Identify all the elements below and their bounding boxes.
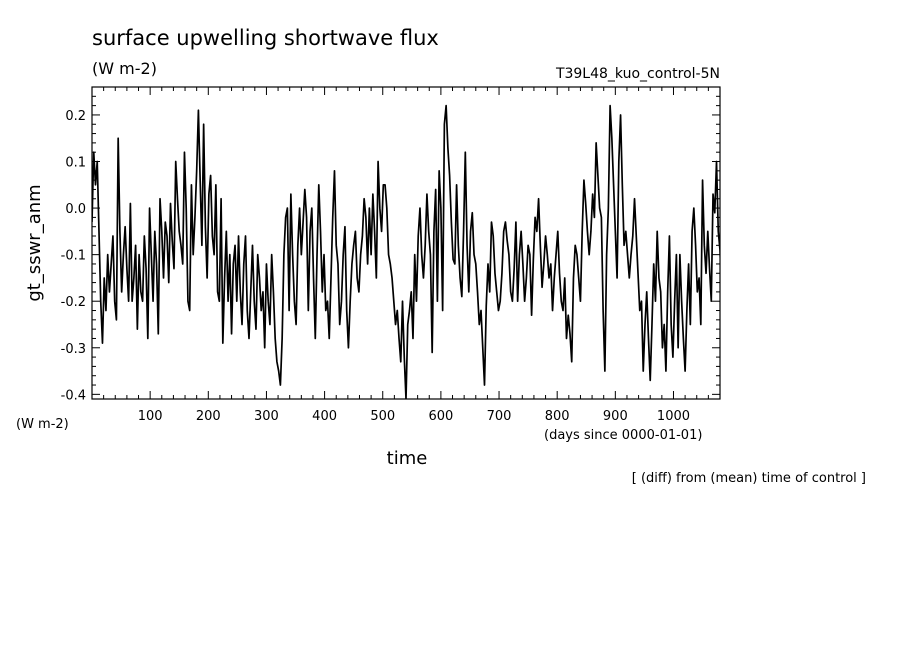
diff-note: [ (diff) from (mean) time of control ]: [632, 471, 866, 486]
x-tick-label: 100: [138, 409, 163, 424]
y-tick-label: 0.2: [65, 109, 86, 124]
y-axis-units: (W m-2): [16, 417, 69, 432]
x-tick-label: 600: [428, 409, 453, 424]
x-tick-label: 400: [312, 409, 337, 424]
x-axis-units: (days since 0000-01-01): [544, 428, 702, 443]
series-line: [92, 104, 720, 399]
x-tick-label: 1000: [657, 409, 690, 424]
x-tick-label: 200: [196, 409, 221, 424]
y-tick-label: 0.1: [65, 156, 86, 171]
y-tick-label: 0.0: [65, 202, 86, 217]
y-tick-label: -0.4: [61, 388, 86, 403]
x-tick-label: 300: [254, 409, 279, 424]
x-tick-label: 900: [603, 409, 628, 424]
chart-title: surface upwelling shortwave flux: [92, 26, 439, 50]
title-units: (W m-2): [92, 59, 157, 78]
y-tick-label: -0.1: [61, 249, 86, 264]
y-tick-label: -0.2: [61, 295, 86, 310]
x-tick-label: 500: [370, 409, 395, 424]
run-label: T39L48_kuo_control-5N: [555, 66, 720, 82]
x-tick-label: 700: [487, 409, 512, 424]
y-axis-label: gt_sswr_anm: [24, 184, 45, 301]
y-tick-label: -0.3: [61, 342, 86, 357]
plot-frame: [91, 86, 721, 400]
axis-tick-labels: 100 200 300 400 500 600 700 800 900 1000 -0.4 -0.3 -…: [61, 109, 690, 424]
x-tick-label: 800: [545, 409, 570, 424]
axis-ticks: [92, 86, 720, 399]
x-axis-label: time: [387, 448, 428, 469]
